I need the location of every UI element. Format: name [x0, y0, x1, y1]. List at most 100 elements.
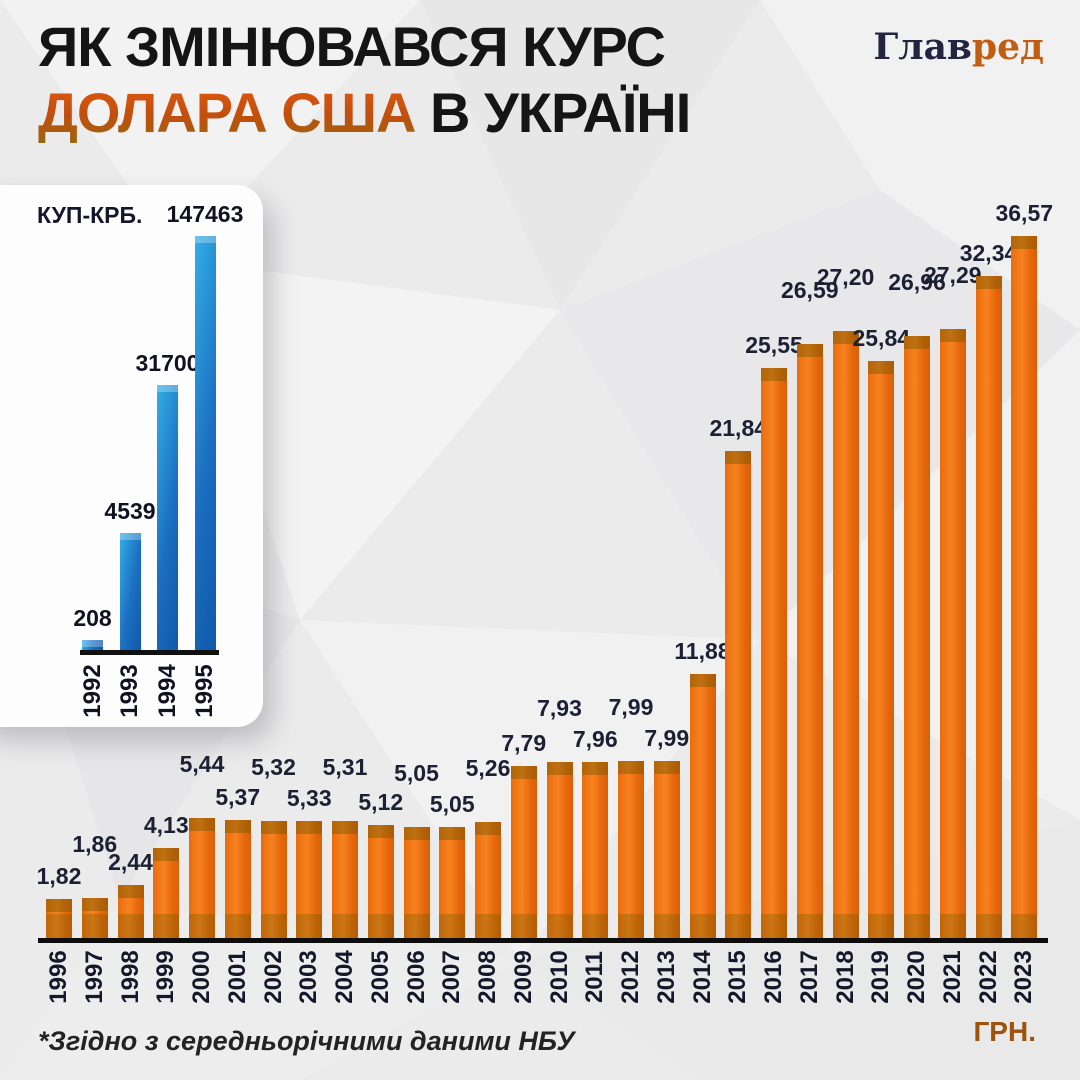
bar-value-label: 1,86 — [72, 831, 118, 858]
x-axis-year-label: 2012 — [617, 950, 644, 1004]
bar-2002 — [260, 820, 287, 941]
inset-bar-1994 — [157, 385, 178, 652]
inset-bar-value-label: 208 — [73, 605, 112, 631]
glavred-logo: Главред — [873, 26, 1044, 68]
bar-value-label: 4,13 — [143, 811, 189, 838]
x-axis-year-label: 2016 — [760, 950, 787, 1004]
x-axis-year-label: 2022 — [974, 950, 1002, 1004]
bar-2012 — [618, 761, 644, 940]
inset-bar-1992 — [82, 640, 103, 652]
x-axis-year-label: 2001 — [223, 950, 251, 1004]
bar-value-label: 27,20 — [816, 263, 875, 290]
inset-bar-value-label: 31700 — [135, 350, 200, 376]
inset-bar-1995 — [194, 236, 216, 652]
title-line-2: ДОЛАРА США В УКРАЇНІ — [38, 81, 691, 145]
bar-2001 — [224, 819, 251, 941]
bar-2020 — [904, 336, 930, 940]
bar-2007 — [439, 826, 466, 941]
x-axis-year-label: 2003 — [295, 950, 323, 1004]
bar-2023 — [1011, 236, 1038, 940]
bar-2000 — [189, 818, 215, 940]
bar-2016 — [761, 367, 787, 941]
logo-part-dark: Глав — [873, 26, 972, 68]
x-axis-year-label: 2006 — [402, 950, 430, 1004]
bar-value-label: 11,88 — [674, 637, 731, 664]
bar-value-label: 5,33 — [286, 784, 332, 811]
bar-value-label: 5,05 — [394, 759, 439, 786]
bar-value-label: 25,55 — [745, 331, 803, 358]
x-axis-year-label: 2014 — [688, 950, 716, 1004]
bar-2008 — [475, 822, 501, 940]
logo-part-orange: ред — [971, 26, 1044, 68]
bar-value-label: 36,57 — [995, 200, 1054, 227]
bar-2005 — [367, 825, 394, 940]
bar-value-label: 7,99 — [608, 694, 654, 720]
bar-2003 — [296, 820, 323, 941]
bar-1999 — [153, 847, 180, 940]
title-line-1: ЯК ЗМІНЮВАВСЯ КУРС — [38, 15, 666, 78]
bar-value-label: 27,29 — [923, 261, 982, 288]
x-axis-year-label: 2017 — [795, 950, 823, 1004]
bar-value-label: 5,12 — [358, 789, 404, 816]
x-axis-year-label: 2018 — [831, 950, 859, 1004]
source-footnote: *Згідно з середньорічними даними НБУ — [38, 1026, 575, 1056]
bar-value-label: 26,96 — [888, 269, 946, 296]
x-axis-year-label: 1999 — [152, 950, 180, 1004]
inset-bar-value-label: 147463 — [166, 201, 244, 227]
x-axis-year-label: 1997 — [80, 950, 108, 1004]
inset-x-axis-year-label: 1992 — [78, 664, 106, 718]
bar-value-label: 5,05 — [429, 790, 475, 817]
x-axis-year-label: 1996 — [45, 950, 72, 1004]
bar-value-label: 1,82 — [36, 863, 82, 890]
bar-value-label: 2,44 — [108, 849, 153, 876]
bar-value-label: 5,32 — [251, 753, 296, 780]
bar-value-label: 7,96 — [572, 725, 618, 752]
bar-1997 — [81, 898, 108, 940]
x-axis-year-label: 2000 — [188, 950, 215, 1004]
bar-2014 — [689, 673, 716, 941]
inset-chart-title: КУП-КРБ. — [37, 202, 143, 228]
x-axis-year-label: 2008 — [474, 950, 501, 1004]
inset-axis-baseline — [80, 650, 219, 655]
bar-value-label: 26,59 — [780, 277, 839, 304]
bar-value-label: 5,37 — [215, 783, 261, 810]
bar-value-label: 25,84 — [852, 325, 911, 352]
inset-x-axis-year-label: 1994 — [153, 664, 181, 718]
bar-2018 — [832, 330, 859, 941]
page-title: ЯК ЗМІНЮВАВСЯ КУРС ДОЛАРА США В УКРАЇНІ — [38, 14, 691, 146]
x-axis-year-label: 2013 — [652, 950, 680, 1004]
inset-bar-value-label: 4539 — [104, 498, 156, 524]
bar-value-label: 21,84 — [709, 414, 768, 441]
x-axis-year-label: 2007 — [438, 950, 466, 1004]
currency-unit-label: ГРН. — [973, 1016, 1036, 1047]
main-axis-baseline — [38, 938, 1048, 943]
title-accent: ДОЛАРА США — [38, 81, 416, 145]
bar-value-label: 5,44 — [179, 751, 225, 778]
bar-value-label: 5,31 — [322, 754, 368, 781]
bar-1998 — [117, 885, 144, 940]
bar-2013 — [653, 761, 680, 940]
x-axis-year-label: 2005 — [366, 950, 394, 1004]
bar-2004 — [332, 821, 358, 940]
bar-2015 — [725, 450, 752, 941]
bar-1996 — [46, 899, 72, 940]
x-axis-year-label: 2009 — [509, 950, 537, 1004]
bar-2022 — [975, 276, 1002, 940]
x-axis-year-label: 2010 — [545, 950, 573, 1004]
bar-2009 — [510, 765, 537, 940]
x-axis-year-label: 2019 — [867, 950, 895, 1004]
bar-value-label: 7,79 — [501, 729, 547, 756]
bar-value-label: 7,93 — [537, 695, 582, 722]
bar-2021 — [939, 328, 966, 941]
bar-value-label: 5,26 — [465, 755, 511, 782]
bar-2017 — [796, 344, 823, 940]
x-axis-year-label: 2002 — [259, 950, 287, 1004]
x-axis-year-label: 2004 — [331, 950, 358, 1004]
x-axis-year-label: 1998 — [116, 950, 144, 1004]
x-axis-year-label: 2011 — [581, 950, 609, 1004]
bar-value-label: 32,34 — [959, 240, 1018, 267]
x-axis-year-label: 2015 — [724, 950, 752, 1004]
bar-2006 — [403, 826, 430, 941]
bar-2010 — [546, 762, 573, 940]
